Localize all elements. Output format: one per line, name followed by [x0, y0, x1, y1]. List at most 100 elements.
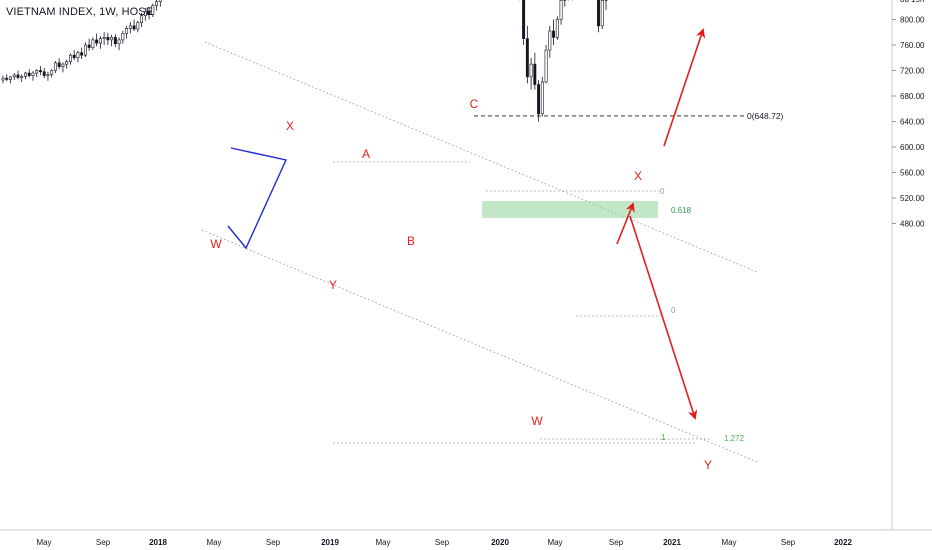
time-tick-label: May: [206, 538, 221, 547]
trend-channel: [201, 41, 758, 463]
price-axis[interactable]: 480.00 520.00 560.00 600.00 640.00 680.00 720.…: [891, 0, 932, 530]
time-axis[interactable]: May Sep 2018 May Sep 2019 May Sep 2020 May Sep 2021…: [0, 529, 932, 547]
candle-body: [540, 81, 544, 115]
price-tick-label: 720.00: [900, 67, 925, 76]
candle-series: [1, 0, 608, 122]
price-tick-label: 640.00: [900, 118, 925, 127]
candle-body: [151, 5, 155, 15]
time-tick-label: Sep: [609, 538, 624, 547]
candle-body: [544, 49, 548, 83]
candle-body: [128, 25, 132, 29]
candle-body: [80, 52, 84, 56]
fib-zone-zero-label: 0: [660, 187, 665, 196]
time-tick-label: May: [36, 538, 51, 547]
candle-body: [27, 72, 31, 76]
time-tick-label: Sep: [435, 538, 450, 547]
time-tick-label: Sep: [96, 538, 111, 547]
time-tick-label: May: [547, 538, 562, 547]
candle-body: [68, 54, 72, 62]
candle-body: [597, 0, 600, 27]
candle-body: [136, 22, 140, 30]
candle-body: [533, 63, 537, 85]
candle-body: [9, 76, 12, 80]
price-tick-label: 680.00: [900, 92, 925, 101]
time-tick-label: 2020: [491, 538, 509, 547]
candle-body: [24, 72, 27, 77]
candle-body: [98, 38, 102, 44]
candle-body: [12, 74, 16, 78]
candle-body: [50, 70, 54, 75]
channel-upper-line: [204, 41, 758, 273]
candle-body: [1, 77, 5, 81]
candle-body: [53, 62, 57, 71]
extension-1272-label: 1.272: [724, 434, 745, 443]
candle-body: [57, 62, 61, 67]
candle-body: [158, 0, 162, 2]
candle-body: [20, 75, 24, 78]
candle-body: [65, 61, 69, 65]
fib-zone: 0 0.618: [482, 187, 692, 218]
candle-body: [113, 37, 117, 45]
wave-drawings: [227, 28, 706, 420]
candle-body: [91, 39, 95, 48]
last-price-badge: [893, 0, 932, 6]
price-tick-label: 600.00: [900, 143, 925, 152]
fib-zone-box: [482, 201, 658, 218]
bullish-arrow: [663, 28, 706, 147]
wave-labels: 0 1 1.272 X W Y A B C W X Y: [210, 97, 744, 472]
candle-body: [155, 1, 159, 6]
wave-label-y: Y: [329, 278, 337, 292]
time-tick-label: 2022: [834, 538, 852, 547]
channel-lower-line: [201, 229, 758, 463]
candle-body: [548, 30, 552, 51]
candle-body: [76, 52, 80, 59]
candle-body: [16, 74, 20, 78]
candle-body: [552, 30, 556, 38]
time-tick-label: 2018: [149, 538, 167, 547]
time-tick-label: 2019: [321, 538, 339, 547]
candle-body: [5, 77, 9, 80]
wave-label-b: B: [407, 234, 415, 248]
candle-body: [529, 63, 533, 78]
candle-body: [102, 37, 106, 39]
wave-label-x: X: [634, 169, 642, 183]
wave-label-w: W: [531, 414, 543, 428]
candle-body: [121, 33, 125, 41]
price-tick-label: 760.00: [900, 41, 925, 50]
extension-one-label: 1: [661, 433, 666, 442]
candle-body: [537, 84, 541, 115]
candle-body: [125, 28, 129, 34]
wave-x-arrow: [616, 202, 635, 245]
candle-body: [61, 63, 65, 67]
candle-body: [117, 39, 121, 45]
candle-body: [95, 39, 99, 44]
candle-body: [147, 11, 151, 15]
candle-body: [110, 37, 114, 41]
candle-body: [522, 0, 526, 39]
candle-body: [106, 37, 110, 41]
price-tick-label: 520.00: [900, 194, 925, 203]
candle-body: [38, 70, 42, 73]
price-tick-label: 800.00: [900, 16, 925, 25]
candle-body: [555, 19, 559, 38]
candle-body: [600, 0, 604, 27]
candle-body: [35, 70, 39, 74]
fib-level-label: 0(648.72): [747, 111, 784, 121]
candle-body: [72, 54, 76, 59]
time-tick-label: Sep: [781, 538, 796, 547]
candle-body: [559, 0, 563, 20]
candle-body: [46, 74, 50, 76]
fib-levels: 1(1029.15)0.786(947.74)0(648.72): [474, 111, 784, 121]
time-tick-label: May: [375, 538, 390, 547]
wave-label-x: X: [286, 119, 294, 133]
candle-body: [83, 44, 87, 56]
candle-body: [42, 71, 46, 76]
wave-label-c: C: [470, 97, 479, 111]
triangle-pattern: [227, 147, 287, 250]
candle-body: [87, 44, 91, 48]
price-tick-label: 560.00: [900, 169, 925, 178]
wave-label-a: A: [362, 147, 370, 161]
extension-zero-label: 0: [671, 306, 676, 315]
symbol-title: VIETNAM INDEX, 1W, HOSE: [6, 6, 154, 18]
